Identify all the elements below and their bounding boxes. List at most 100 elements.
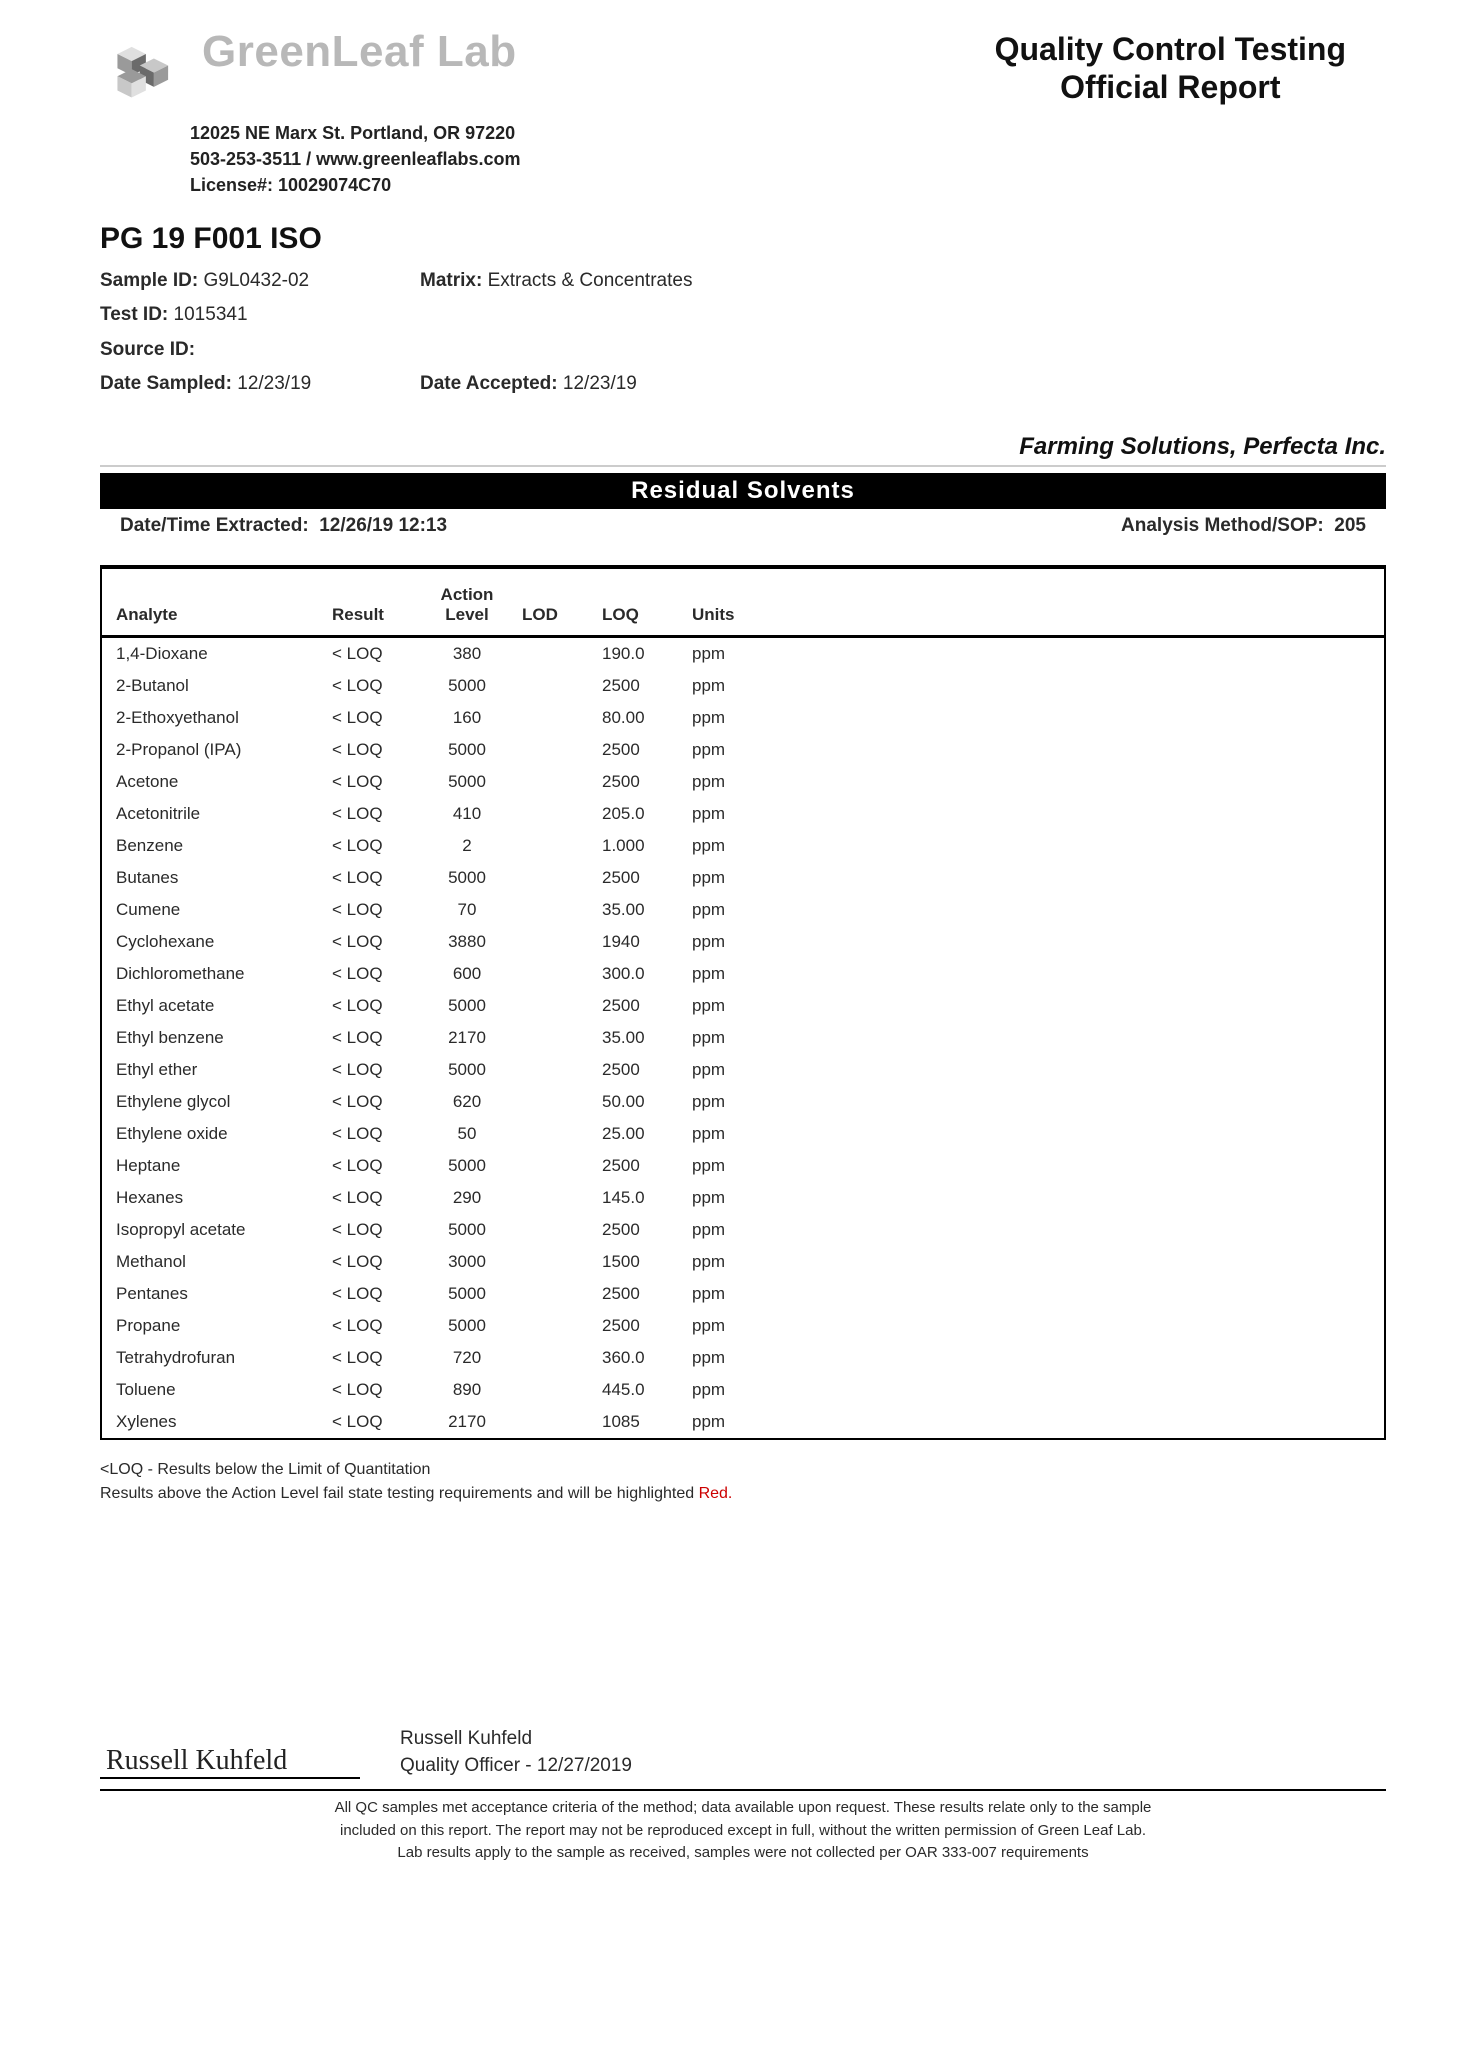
cell: 50.00 [592, 1086, 682, 1118]
date-accepted-label: Date Accepted: [420, 373, 558, 394]
table-row: Xylenes< LOQ21701085ppm [102, 1406, 1384, 1438]
cell: 5000 [422, 734, 512, 766]
cell: 1940 [592, 926, 682, 958]
table-row: Hexanes< LOQ290145.0ppm [102, 1182, 1384, 1214]
matrix-label: Matrix: [420, 270, 482, 291]
cell: Isopropyl acetate [102, 1214, 322, 1246]
cell: < LOQ [322, 1054, 422, 1086]
cell: 35.00 [592, 1022, 682, 1054]
table-row: Ethyl benzene< LOQ217035.00ppm [102, 1022, 1384, 1054]
cell: 160 [422, 702, 512, 734]
test-id-label: Test ID: [100, 304, 168, 325]
cell: < LOQ [322, 798, 422, 830]
date-accepted-value: 12/23/19 [563, 373, 637, 394]
cell: 1,4-Dioxane [102, 637, 322, 671]
cell: Benzene [102, 830, 322, 862]
table-notes: <LOQ - Results below the Limit of Quanti… [100, 1458, 1386, 1506]
cell [512, 1054, 592, 1086]
cell: < LOQ [322, 1246, 422, 1278]
cell: < LOQ [322, 926, 422, 958]
cell: < LOQ [322, 702, 422, 734]
logo-block: GreenLeaf Lab [100, 30, 517, 110]
cell: Pentanes [102, 1278, 322, 1310]
cell: < LOQ [322, 734, 422, 766]
cell: < LOQ [322, 1278, 422, 1310]
cell [512, 798, 592, 830]
cell: ppm [682, 1342, 762, 1374]
cell: 145.0 [592, 1182, 682, 1214]
signature-text: Russell Kuhfeld Quality Officer - 12/27/… [400, 1726, 632, 1779]
company-phone-web: 503-253-3511 / www.greenleaflabs.com [190, 146, 1386, 172]
table-header-row: Analyte Result ActionLevel LOD LOQ Units [102, 569, 1384, 637]
report-title: Quality Control Testing Official Report [995, 30, 1386, 107]
cell: Methanol [102, 1246, 322, 1278]
cell: < LOQ [322, 1022, 422, 1054]
table-row: Butanes< LOQ50002500ppm [102, 862, 1384, 894]
company-meta: 12025 NE Marx St. Portland, OR 97220 503… [190, 120, 1386, 198]
footer-line3: Lab results apply to the sample as recei… [160, 1842, 1326, 1865]
table-row: Dichloromethane< LOQ600300.0ppm [102, 958, 1384, 990]
cell: 380 [422, 637, 512, 671]
cell: 2500 [592, 1278, 682, 1310]
table-row: 2-Propanol (IPA)< LOQ50002500ppm [102, 734, 1384, 766]
cell: 300.0 [592, 958, 682, 990]
cell [512, 1118, 592, 1150]
cell: 5000 [422, 1278, 512, 1310]
cell: ppm [682, 862, 762, 894]
cell: 35.00 [592, 894, 682, 926]
cell [512, 990, 592, 1022]
cell: Xylenes [102, 1406, 322, 1438]
table-row: Methanol< LOQ30001500ppm [102, 1246, 1384, 1278]
table-body: 1,4-Dioxane< LOQ380190.0ppm2-Butanol< LO… [102, 637, 1384, 1439]
cell: Acetone [102, 766, 322, 798]
table-row: Heptane< LOQ50002500ppm [102, 1150, 1384, 1182]
cell: Cumene [102, 894, 322, 926]
extracted-value: 12/26/19 12:13 [319, 515, 447, 536]
cell: ppm [682, 926, 762, 958]
cell: 360.0 [592, 1342, 682, 1374]
client-name: Farming Solutions, Perfecta Inc. [100, 433, 1386, 461]
col-lod: LOD [512, 569, 592, 637]
company-logo-icon [100, 30, 190, 110]
cell: 620 [422, 1086, 512, 1118]
cell [512, 958, 592, 990]
cell: 2500 [592, 734, 682, 766]
cell: 5000 [422, 670, 512, 702]
cell: ppm [682, 734, 762, 766]
col-units: Units [682, 569, 762, 637]
signer-name: Russell Kuhfeld [400, 1726, 632, 1753]
section-title-bar: Residual Solvents [100, 473, 1386, 509]
cell: ppm [682, 894, 762, 926]
cell: < LOQ [322, 637, 422, 671]
report-header: GreenLeaf Lab Quality Control Testing Of… [100, 30, 1386, 110]
cell [512, 637, 592, 671]
cell: ppm [682, 990, 762, 1022]
cell: ppm [682, 1310, 762, 1342]
cell [512, 1182, 592, 1214]
cell: 2500 [592, 766, 682, 798]
table-row: Ethylene glycol< LOQ62050.00ppm [102, 1086, 1384, 1118]
cell: ppm [682, 958, 762, 990]
cell: Acetonitrile [102, 798, 322, 830]
cell [512, 1246, 592, 1278]
cell: 2500 [592, 1214, 682, 1246]
signature-line: Russell Kuhfeld [100, 1739, 360, 1779]
footer-line1: All QC samples met acceptance criteria o… [160, 1797, 1326, 1820]
cell: 1085 [592, 1406, 682, 1438]
note-action-level: Results above the Action Level fail stat… [100, 1482, 1386, 1506]
cell [512, 1374, 592, 1406]
method-label: Analysis Method/SOP: [1121, 515, 1324, 536]
cell [512, 670, 592, 702]
cell: Butanes [102, 862, 322, 894]
cell: ppm [682, 1406, 762, 1438]
cell: 290 [422, 1182, 512, 1214]
col-spacer [762, 569, 1384, 637]
report-title-line1: Quality Control Testing [995, 30, 1346, 68]
cell: 2500 [592, 670, 682, 702]
cell [512, 1086, 592, 1118]
table-row: 2-Butanol< LOQ50002500ppm [102, 670, 1384, 702]
table-row: 1,4-Dioxane< LOQ380190.0ppm [102, 637, 1384, 671]
cell [512, 1214, 592, 1246]
section-meta: Date/Time Extracted: 12/26/19 12:13 Anal… [100, 509, 1386, 545]
cell [512, 1310, 592, 1342]
